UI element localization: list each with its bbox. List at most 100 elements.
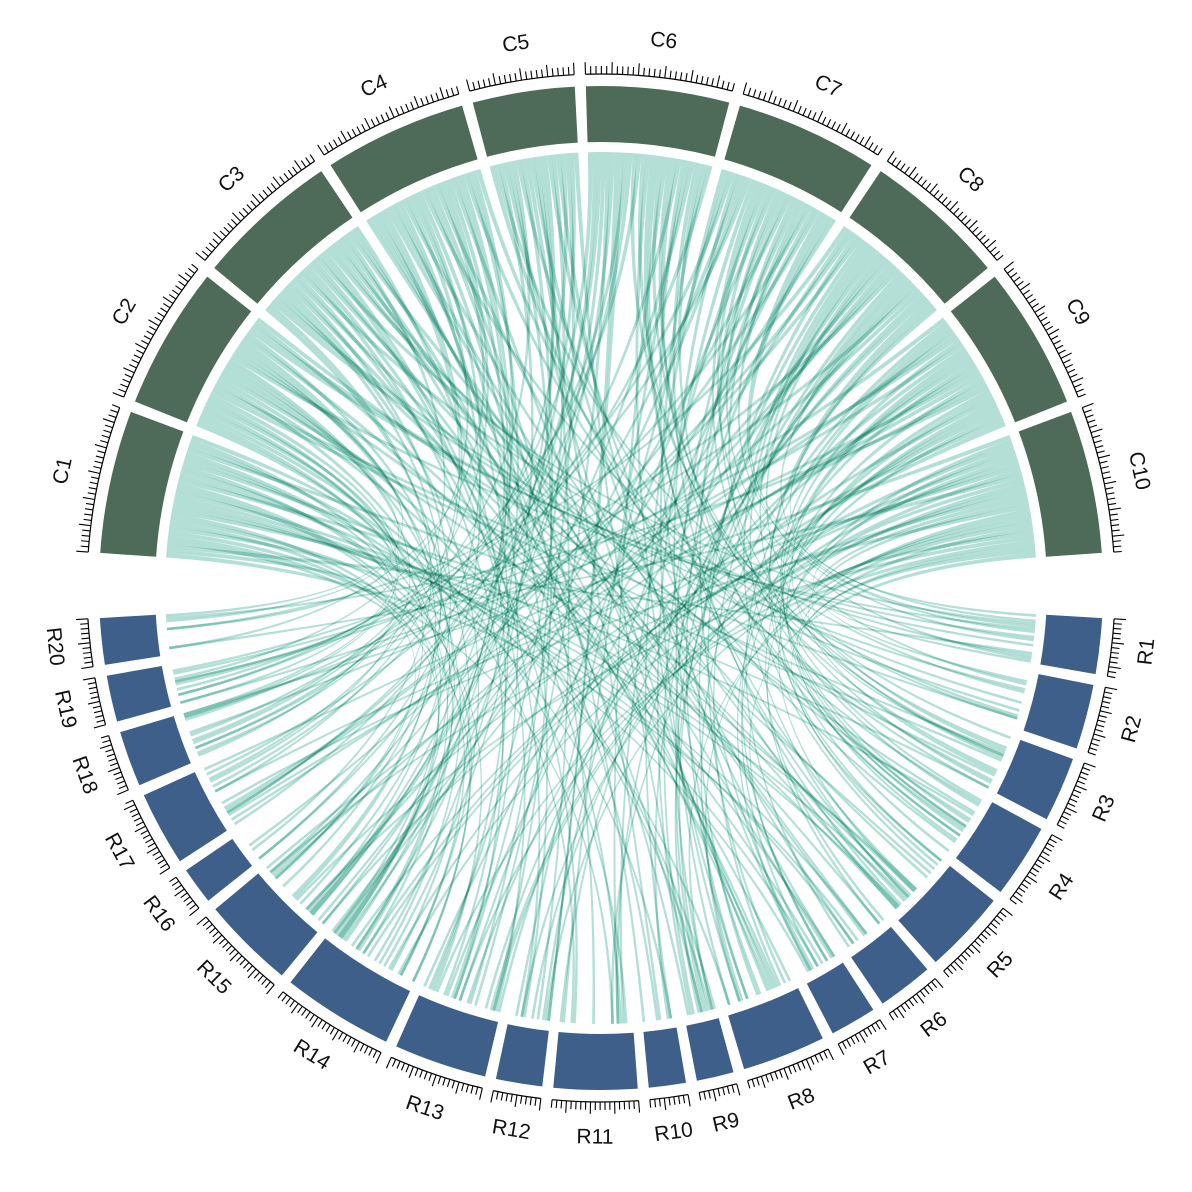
tick-c10-5	[1090, 428, 1103, 434]
tick-c8-23	[979, 234, 986, 241]
tick-c2-12	[143, 335, 152, 341]
tick-r9-1	[731, 1084, 735, 1093]
tick-r6-8	[904, 1002, 911, 1010]
tick-r20-1	[84, 661, 93, 664]
tick-r5-9	[974, 940, 981, 947]
tick-r13-16	[405, 1064, 410, 1073]
tick-r1-7	[1110, 651, 1119, 654]
tick-c4-8	[356, 126, 362, 134]
tick-r2-3	[1102, 700, 1111, 704]
tick-r5-15	[953, 960, 963, 971]
tick-c1-4	[82, 529, 91, 532]
tick-r7-2	[871, 1024, 877, 1033]
tick-r8-13	[769, 1073, 774, 1081]
tick-r13-18	[396, 1060, 401, 1069]
tick-c2-9	[136, 349, 144, 355]
tick-r1-0	[1114, 618, 1127, 621]
tick-c3-16	[258, 193, 265, 201]
tick-r4-11	[1023, 879, 1032, 885]
tick-c6-17	[674, 71, 677, 80]
tick-r10-8	[649, 1099, 652, 1108]
sector-c6	[585, 85, 730, 157]
tick-r19-4	[92, 705, 101, 709]
tick-r14-3	[363, 1045, 369, 1054]
tick-r1-5	[1112, 642, 1125, 645]
tick-c1-21	[100, 439, 109, 444]
tick-r9-3	[722, 1087, 726, 1096]
tick-r14-5	[353, 1041, 361, 1053]
tick-c5-9	[514, 73, 517, 82]
tick-c5-17	[557, 67, 559, 76]
tick-c3-3	[208, 242, 216, 249]
tick-r15-16	[212, 931, 220, 938]
tick-c10-25	[1112, 534, 1125, 537]
sector-r4	[955, 802, 1042, 892]
tick-axis-r4	[1009, 834, 1053, 900]
tick-r6-3	[923, 987, 930, 995]
tick-c9-14	[1045, 325, 1053, 331]
tick-r12-0	[538, 1098, 542, 1111]
tick-c6-23	[706, 77, 709, 86]
tick-c5-12	[530, 70, 533, 79]
sector-label-c1: C1	[49, 455, 77, 486]
tick-axis-r11	[552, 1099, 639, 1103]
tick-r13-6	[451, 1080, 455, 1089]
tick-r8-17	[751, 1079, 756, 1088]
tick-r17-6	[147, 842, 156, 848]
tick-c2-2	[120, 383, 129, 388]
tick-r8-11	[778, 1069, 783, 1078]
tick-c6-25	[716, 75, 721, 88]
tick-c2-23	[175, 285, 183, 291]
tick-r16-7	[171, 880, 180, 887]
tick-c6-13	[653, 68, 656, 77]
tick-r13-12	[423, 1071, 428, 1080]
tick-c8-27	[993, 250, 1001, 257]
chord-link-C3-R15	[289, 280, 452, 913]
tick-c4-26	[445, 89, 450, 98]
tick-r8-6	[801, 1060, 806, 1069]
tick-r3-12	[1061, 815, 1070, 821]
tick-r4-3	[1044, 846, 1053, 852]
tick-c3-24	[292, 166, 298, 174]
tick-c1-23	[103, 429, 112, 434]
sector-label-r5: R5	[983, 947, 1018, 982]
tick-c7-24	[859, 136, 865, 145]
tick-r5-4	[990, 922, 998, 929]
tick-r2-10	[1093, 733, 1106, 738]
tick-r15-1	[264, 981, 271, 989]
tick-axis-c10	[1081, 407, 1115, 553]
chord-link-C5-R14	[383, 163, 534, 967]
tick-r10-0	[687, 1094, 691, 1107]
tick-r14-21	[289, 1000, 295, 1008]
tick-c3-20	[272, 176, 281, 187]
sector-c10	[1018, 411, 1102, 557]
sector-label-r15: R15	[192, 956, 236, 999]
sector-label-r3: R3	[1088, 791, 1120, 825]
tick-c2-24	[178, 280, 186, 287]
tick-r17-3	[155, 855, 163, 861]
tick-r14-10	[331, 1029, 340, 1041]
tick-c8-22	[975, 230, 983, 237]
sector-r18	[120, 716, 191, 786]
tick-r17-16	[125, 799, 134, 805]
tick-r3-7	[1071, 793, 1080, 799]
tick-r20-8	[80, 627, 89, 630]
tick-r8-18	[747, 1080, 751, 1089]
tick-c2-11	[141, 340, 149, 345]
tick-c8-3	[900, 163, 906, 171]
tick-axis-r5	[943, 907, 1004, 972]
tick-c3-14	[250, 200, 257, 208]
sector-c7	[724, 105, 872, 213]
tick-r4-12	[1021, 883, 1029, 889]
tick-r4-0	[1051, 834, 1063, 841]
tick-r11-15	[565, 1100, 568, 1113]
tick-r8-8	[792, 1064, 797, 1073]
tick-r7-0	[879, 1019, 887, 1031]
tick-r1-4	[1112, 637, 1121, 640]
tick-r9-8	[698, 1092, 702, 1101]
sector-label-c7: C7	[811, 70, 845, 102]
tick-r18-12	[100, 735, 109, 739]
tick-r18-7	[108, 757, 117, 762]
tick-r17-11	[135, 821, 144, 827]
tick-r17-7	[145, 838, 153, 844]
